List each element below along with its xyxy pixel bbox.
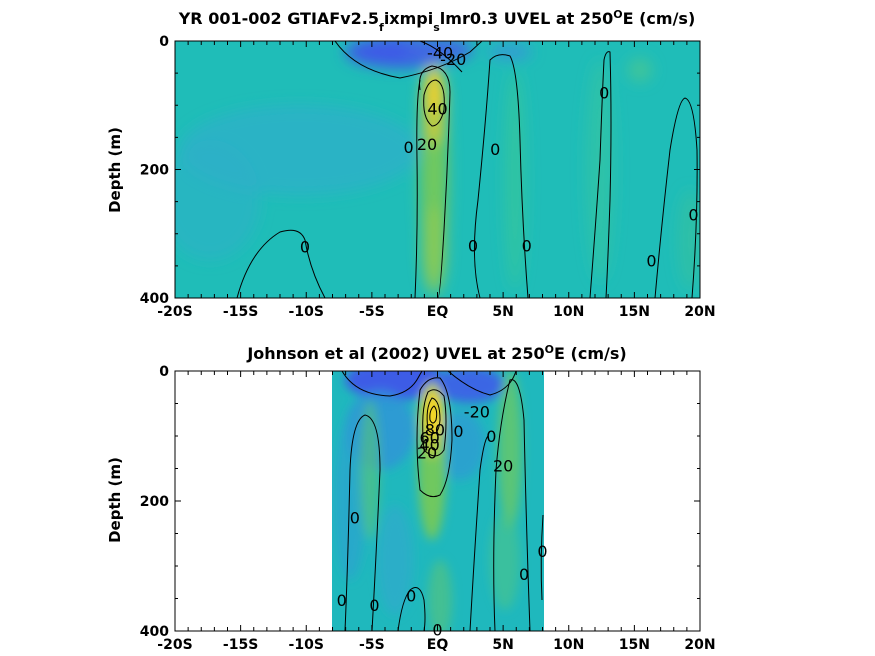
x-tick-label: EQ	[427, 637, 449, 653]
contour-label: 0	[406, 586, 416, 605]
contour-label: 80	[425, 421, 445, 440]
x-tick-label: 15N	[619, 637, 650, 653]
x-tick-label: 10N	[553, 304, 584, 320]
y-tick-label: 400	[140, 291, 169, 307]
x-tick-label: -5S	[359, 304, 385, 320]
y-tick-label: 0	[159, 364, 169, 380]
contour-label: 40	[427, 99, 447, 118]
x-tick-label: -20S	[157, 637, 192, 653]
contour-label: 0	[486, 427, 496, 446]
x-tick-label: -15S	[223, 304, 258, 320]
contour-label: 0	[369, 596, 379, 615]
x-tick-label: 15N	[619, 304, 650, 320]
x-tick-label: 5N	[492, 304, 513, 320]
contour-label: 20	[417, 443, 437, 462]
contour-label: 0	[519, 565, 529, 584]
y-tick-label: 200	[140, 163, 169, 179]
x-tick-label: -10S	[289, 304, 324, 320]
contour-label: 0	[404, 138, 414, 157]
contour-label: 0	[300, 238, 310, 257]
contour-label: 0	[522, 236, 532, 255]
contour-label: 60	[419, 428, 439, 447]
chart-bottom-ylabel: Depth (m)	[106, 457, 124, 543]
chart-top-field	[175, 41, 700, 298]
x-tick-label: -5S	[359, 637, 385, 653]
contour-label: 40	[419, 435, 439, 454]
y-tick-label: 400	[140, 624, 169, 640]
chart-top-ylabel: Depth (m)	[106, 127, 124, 213]
contour-label: 0	[337, 591, 347, 610]
contour-label: 0	[688, 205, 698, 224]
chart-top-title: YR 001-002 GTIAFv2.5fixmpislmr0.3 UVEL a…	[178, 8, 696, 34]
contour-label: 0	[490, 140, 500, 159]
y-tick-label: 200	[140, 494, 169, 510]
contour-label: 0	[599, 83, 609, 102]
contour-label: -20	[440, 50, 466, 69]
x-tick-label: -20S	[157, 304, 192, 320]
x-tick-label: -15S	[223, 637, 258, 653]
x-tick-label: 10N	[553, 637, 584, 653]
x-tick-label: 5N	[492, 637, 513, 653]
contour-label: 0	[537, 542, 547, 561]
contour-label: 20	[417, 135, 437, 154]
x-tick-label: 20N	[684, 304, 715, 320]
chart-bottom-xaxis: -20S -15S -10S -5S EQ 5N 10N 15N 20N	[157, 371, 716, 653]
contour-label: 0	[350, 508, 360, 527]
chart-top-xaxis: -20S -15S -10S -5S EQ 5N 10N 15N 20N	[157, 41, 716, 320]
contour-label: 20	[493, 456, 513, 475]
x-tick-label: 20N	[684, 637, 715, 653]
chart-top: YR 001-002 GTIAFv2.5fixmpislmr0.3 UVEL a…	[106, 8, 716, 321]
contour-label: -40	[427, 44, 453, 63]
y-tick-label: 0	[159, 34, 169, 50]
x-tick-label: EQ	[427, 304, 449, 320]
chart-bottom: Johnson et al (2002) UVEL at 250OE (cm/s…	[106, 343, 716, 654]
contour-label: 0	[646, 252, 656, 271]
contour-label: -20	[464, 402, 490, 421]
x-tick-label: -10S	[289, 637, 324, 653]
contour-label: 0	[453, 422, 463, 441]
chart-bottom-title: Johnson et al (2002) UVEL at 250OE (cm/s…	[246, 343, 626, 364]
chart-bottom-field	[332, 371, 544, 631]
contour-label: 0	[468, 236, 478, 255]
